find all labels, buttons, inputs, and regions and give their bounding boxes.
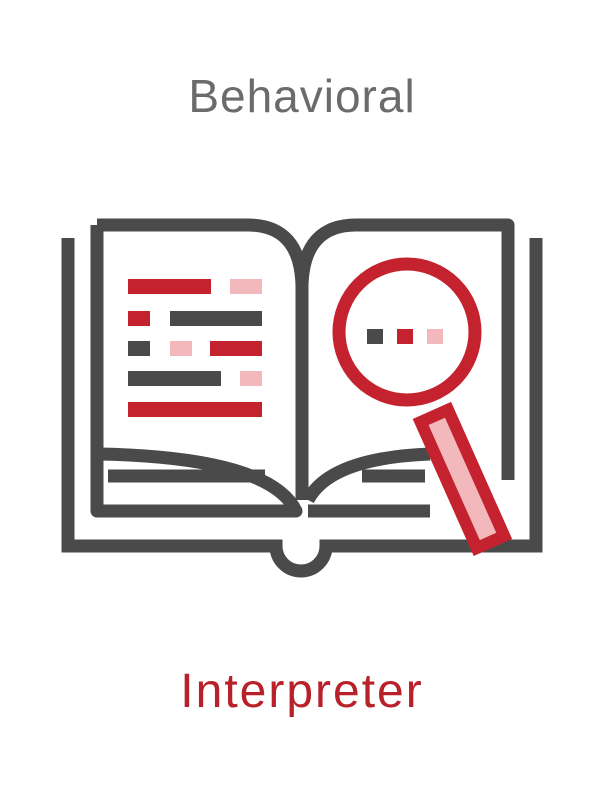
category-label: Behavioral — [188, 70, 416, 122]
book-right-page-icon — [295, 218, 515, 518]
book-cover-icon — [61, 238, 543, 578]
magnifying-glass-icon — [332, 257, 513, 556]
book-left-page-icon — [90, 218, 309, 518]
book-text-lines-icon — [128, 279, 262, 417]
pattern-name: Interpreter — [180, 665, 424, 718]
